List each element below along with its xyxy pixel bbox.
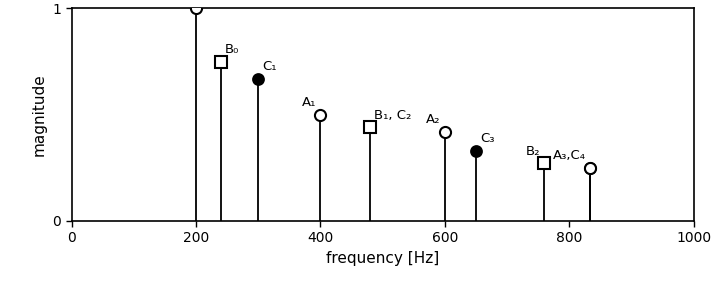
Text: B₀: B₀	[225, 43, 240, 56]
Text: A₃,C₄: A₃,C₄	[553, 149, 586, 162]
X-axis label: frequency [Hz]: frequency [Hz]	[326, 251, 439, 266]
Text: A₁: A₁	[302, 96, 316, 109]
Text: A₂: A₂	[426, 113, 440, 126]
Text: A₀: A₀	[177, 0, 192, 3]
Y-axis label: magnitude: magnitude	[31, 73, 46, 156]
Text: B₁, C₂: B₁, C₂	[374, 109, 412, 122]
Text: B₂: B₂	[526, 145, 540, 158]
Text: C₁: C₁	[262, 60, 277, 73]
Text: C₃: C₃	[480, 132, 495, 145]
